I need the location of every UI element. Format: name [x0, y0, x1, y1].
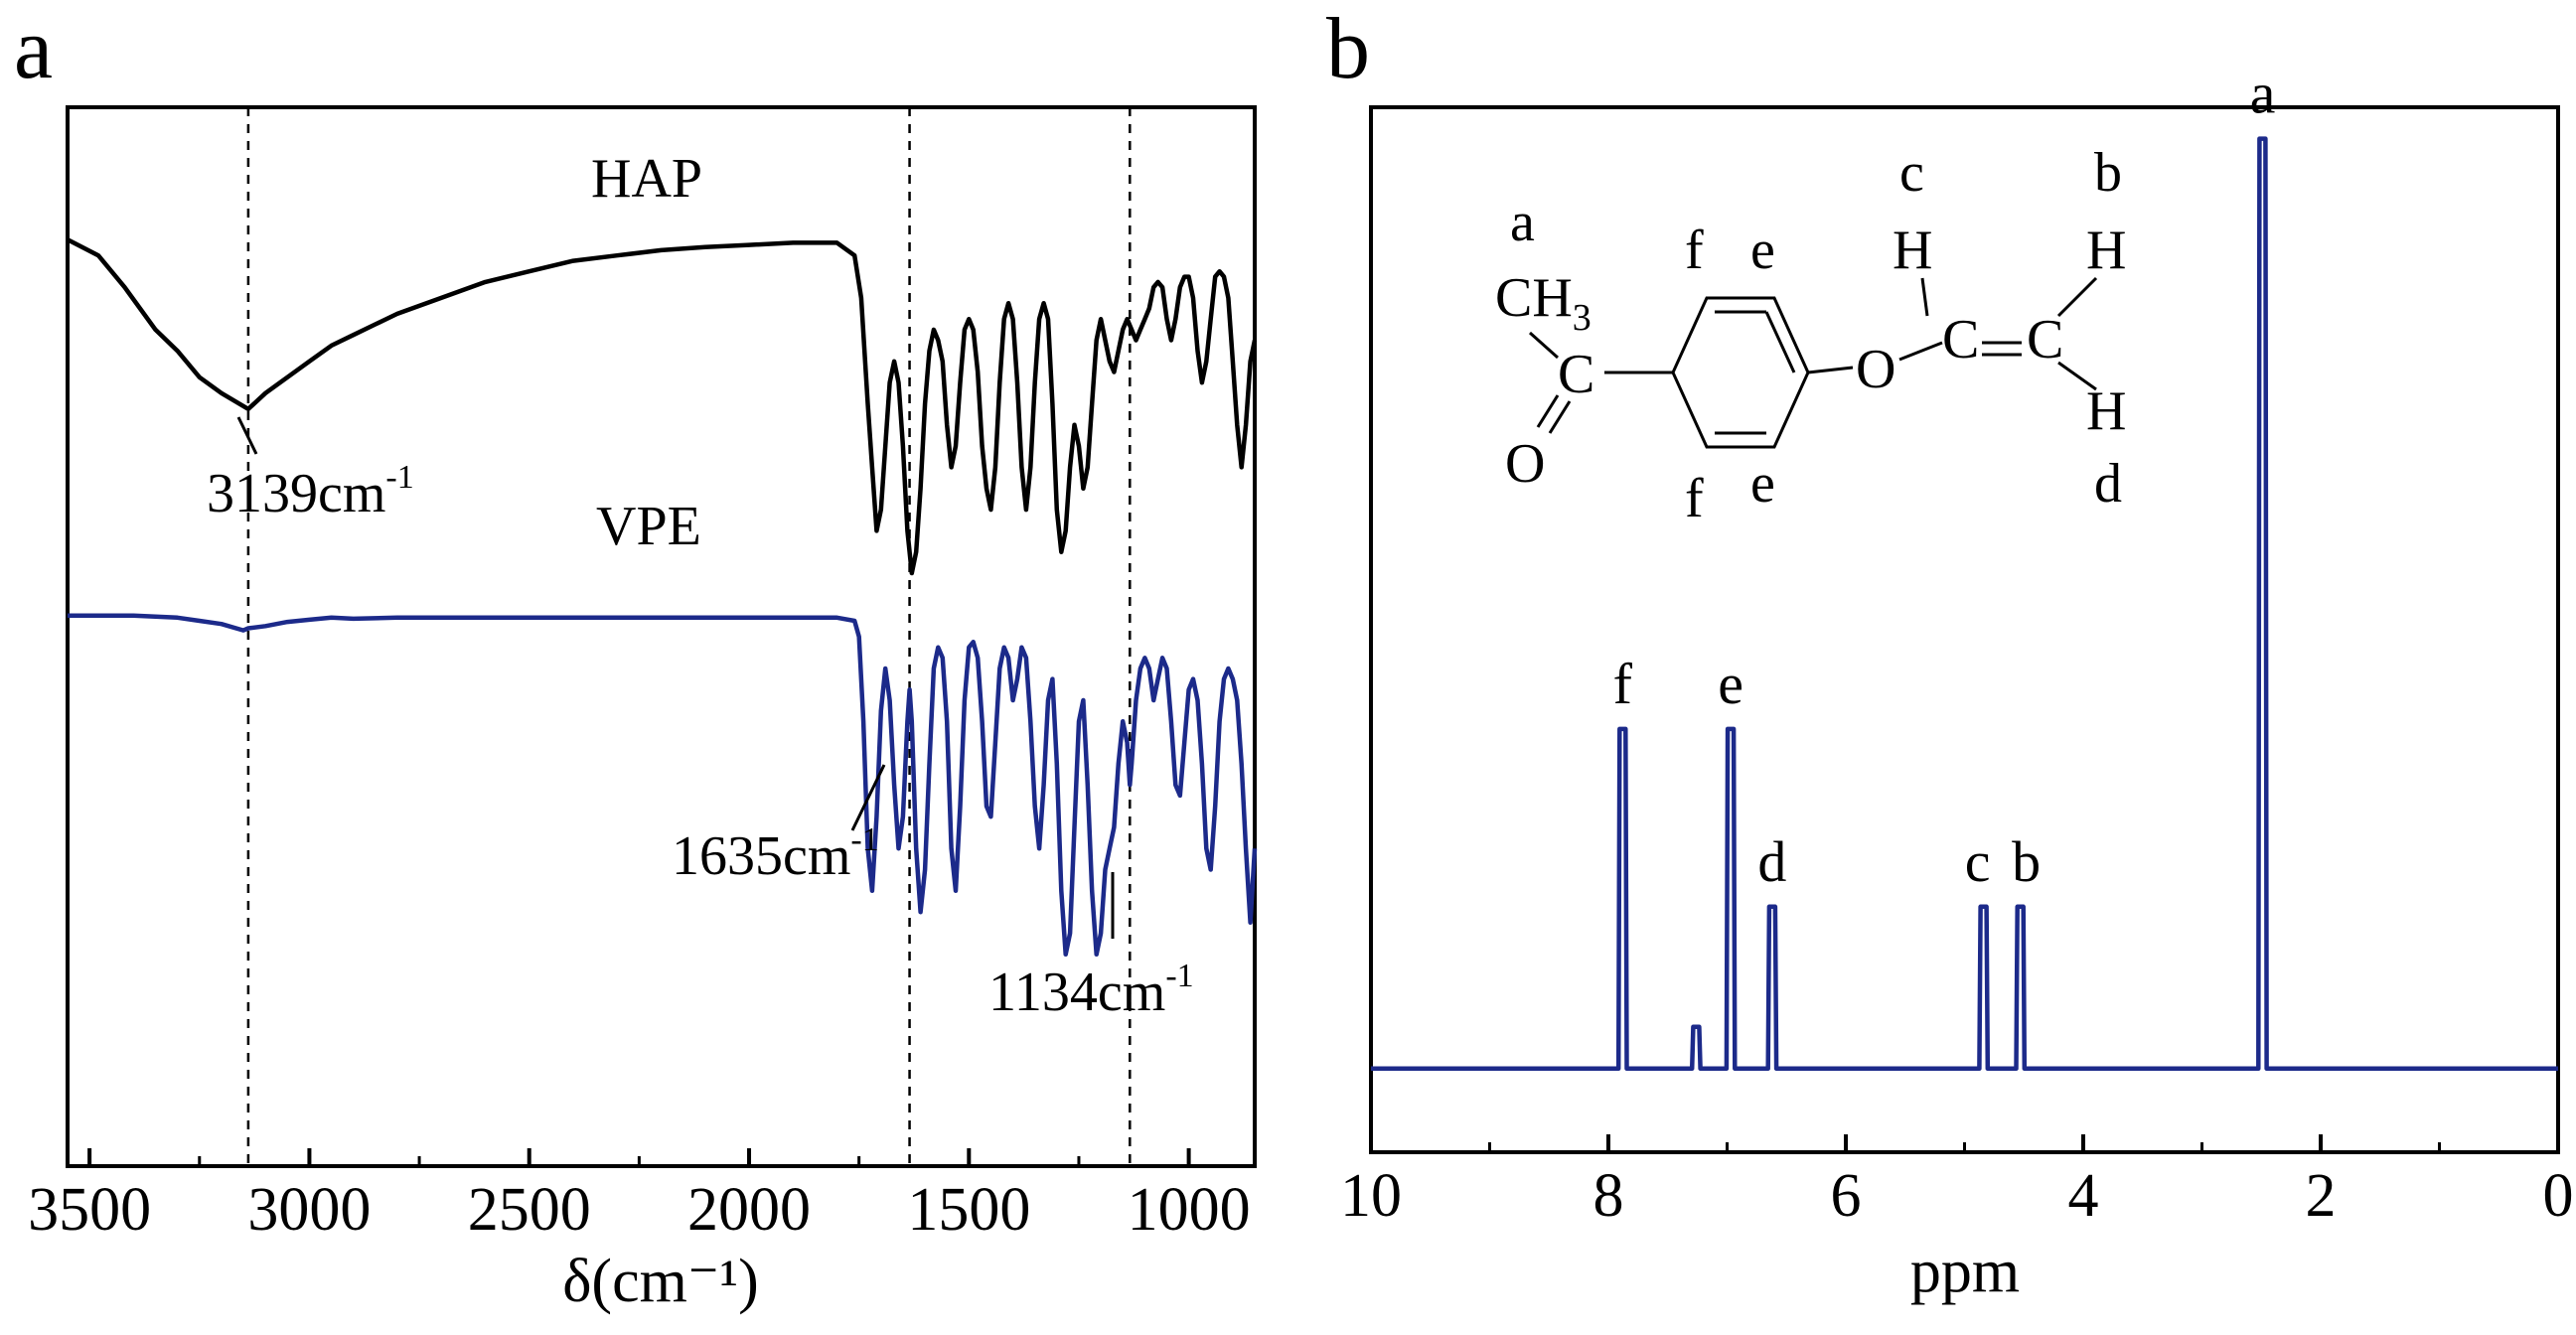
struct-ether-o: O: [1856, 339, 1895, 400]
peak-label-f: f: [1613, 652, 1633, 716]
panel-a: a 3500 3000 2500 2000 1500 1000 HAP VPE 3139c…: [14, 1, 1258, 1315]
panel-a-tick-label-2000: 2000: [687, 1176, 811, 1244]
panel-a-tick-label-1500: 1500: [907, 1176, 1030, 1244]
bond-c2-hb: [2056, 276, 2098, 318]
series-label-vpe: VPE: [596, 496, 701, 557]
struct-label-e-top: e: [1750, 220, 1775, 281]
ring-inner-bond-right: [1764, 311, 1796, 373]
panel-b-tick-label-10: 10: [1340, 1162, 1402, 1230]
struct-vinyl-c1: C: [1942, 309, 1979, 371]
panel-b-x-axis-title: ppm: [1910, 1238, 2020, 1305]
annotation-1134-text: 1134cm-1: [988, 958, 1194, 1023]
struct-label-e-bottom: e: [1750, 453, 1775, 515]
annotation-3139: 3139cm-1: [207, 416, 414, 524]
bond-c1-hc: [1920, 277, 1929, 317]
struct-ch3: CH3: [1495, 267, 1591, 339]
panel-b-peak-labels: f ed c ba: [1613, 62, 2276, 894]
panel-b-tick-label-0: 0: [2543, 1162, 2574, 1230]
bond-ring-ether: [1807, 366, 1854, 374]
panel-a-tick-label-3000: 3000: [247, 1176, 371, 1244]
bond-ether-vinyl: [1898, 341, 1943, 362]
annotation-1134: 1134cm-1: [988, 872, 1194, 1023]
panel-b-tick-label-2: 2: [2306, 1162, 2337, 1230]
struct-carbonyl-c: C: [1558, 344, 1594, 405]
series-label-hap: HAP: [591, 148, 702, 210]
peak-label-e: e: [1718, 652, 1743, 716]
panel-a-reference-lines: [246, 107, 1132, 1166]
chemical-structure: [1529, 276, 2098, 449]
panel-a-tick-label-2500: 2500: [468, 1176, 591, 1244]
panel-b: b 10 8 6 4 2 0 f ed c ba ppm a CH3 C: [1326, 1, 2574, 1305]
bond-carbonyl-oxygen-2: [1548, 400, 1572, 434]
bond-carbonyl-oxygen-1: [1536, 394, 1560, 428]
struct-h-b: H: [2086, 220, 2126, 281]
peak-label-c: c: [1965, 829, 1991, 894]
panel-a-x-axis-title: δ(cm⁻¹): [562, 1248, 759, 1315]
benzene-ring: [1671, 296, 1810, 449]
panel-b-tick-label-4: 4: [2068, 1162, 2099, 1230]
struct-label-d: d: [2094, 453, 2122, 515]
struct-label-c: c: [1899, 142, 1924, 204]
panel-a-letter: a: [14, 1, 53, 97]
panel-a-tick-label-3500: 3500: [28, 1176, 151, 1244]
struct-h-c: H: [1893, 220, 1932, 281]
struct-label-f-top: f: [1685, 220, 1704, 281]
chemical-structure-labels: a CH3 C O f e f e O C C c H b H H d: [1495, 142, 2126, 529]
peak-label-a: a: [2250, 62, 2276, 126]
panel-b-plot-frame: [1369, 105, 2560, 1154]
panel-a-plot-frame: [66, 105, 1257, 1168]
annotation-1635: 1635cm-1: [672, 764, 886, 887]
struct-h-d: H: [2086, 380, 2126, 442]
bond-c2-hd: [2057, 361, 2097, 391]
panel-b-tick-label-8: 8: [1593, 1162, 1624, 1230]
annotation-3139-text: 3139cm-1: [207, 459, 414, 524]
panel-b-x-ticks: 10 8 6 4 2 0: [1340, 1134, 2574, 1230]
series-line-vpe: [68, 613, 1258, 958]
panel-a-x-ticks: 3500 3000 2500 2000 1500 1000: [28, 1148, 1251, 1244]
struct-label-f-bottom: f: [1685, 468, 1704, 529]
struct-label-a: a: [1510, 192, 1535, 253]
peak-label-d: d: [1757, 829, 1786, 894]
bond-carbonyl-methyl: [1529, 331, 1559, 360]
struct-label-b: b: [2094, 142, 2122, 204]
nmr-spectrum-line: [1371, 136, 2558, 1072]
panel-b-series: [1371, 136, 2558, 1072]
peak-label-b: b: [2012, 829, 2041, 894]
panel-a-tick-label-1000: 1000: [1128, 1176, 1251, 1244]
annotation-3139-arrow: [236, 416, 258, 455]
panel-b-letter: b: [1326, 1, 1370, 97]
panel-b-tick-label-6: 6: [1831, 1162, 1862, 1230]
struct-carbonyl-o: O: [1505, 433, 1545, 495]
struct-vinyl-c2: C: [2027, 309, 2063, 371]
annotation-1635-text: 1635cm-1: [672, 821, 879, 887]
annotation-1635-arrow: [850, 764, 886, 831]
series-line-hap: [66, 237, 1258, 576]
panel-a-series: [66, 237, 1258, 958]
